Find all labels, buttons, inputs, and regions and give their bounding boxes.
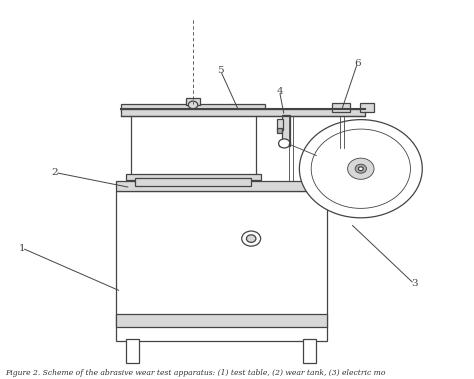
Text: 4: 4 [276, 87, 283, 96]
Circle shape [311, 129, 410, 208]
Bar [117, 314, 327, 327]
Bar [186, 98, 200, 105]
Bar [277, 119, 283, 130]
Text: Figure 2. Scheme of the abrasive wear test apparatus: (1) test table, (2) wear t: Figure 2. Scheme of the abrasive wear te… [5, 369, 385, 377]
Bar [121, 109, 365, 116]
Circle shape [188, 101, 198, 109]
Text: 3: 3 [411, 279, 418, 288]
Text: 1: 1 [18, 244, 25, 252]
Bar [279, 141, 291, 146]
Bar [277, 128, 282, 133]
Bar [117, 191, 327, 341]
Bar [131, 110, 256, 176]
Circle shape [300, 120, 422, 218]
Bar [313, 154, 362, 183]
Text: 5: 5 [217, 66, 224, 75]
Circle shape [246, 235, 256, 242]
Bar [303, 339, 317, 363]
Bar [331, 103, 350, 112]
Bar [318, 181, 361, 186]
Bar [360, 103, 374, 112]
Circle shape [242, 231, 261, 246]
Bar [126, 339, 139, 363]
Text: 2: 2 [52, 168, 58, 177]
Circle shape [355, 164, 366, 173]
Circle shape [347, 158, 374, 179]
Bar [136, 178, 251, 186]
Bar [282, 115, 291, 144]
Bar [121, 104, 265, 112]
Text: 6: 6 [354, 58, 361, 67]
Circle shape [279, 139, 290, 148]
Circle shape [358, 167, 363, 171]
Bar [126, 174, 261, 180]
Bar [318, 149, 361, 155]
Bar [117, 181, 327, 191]
